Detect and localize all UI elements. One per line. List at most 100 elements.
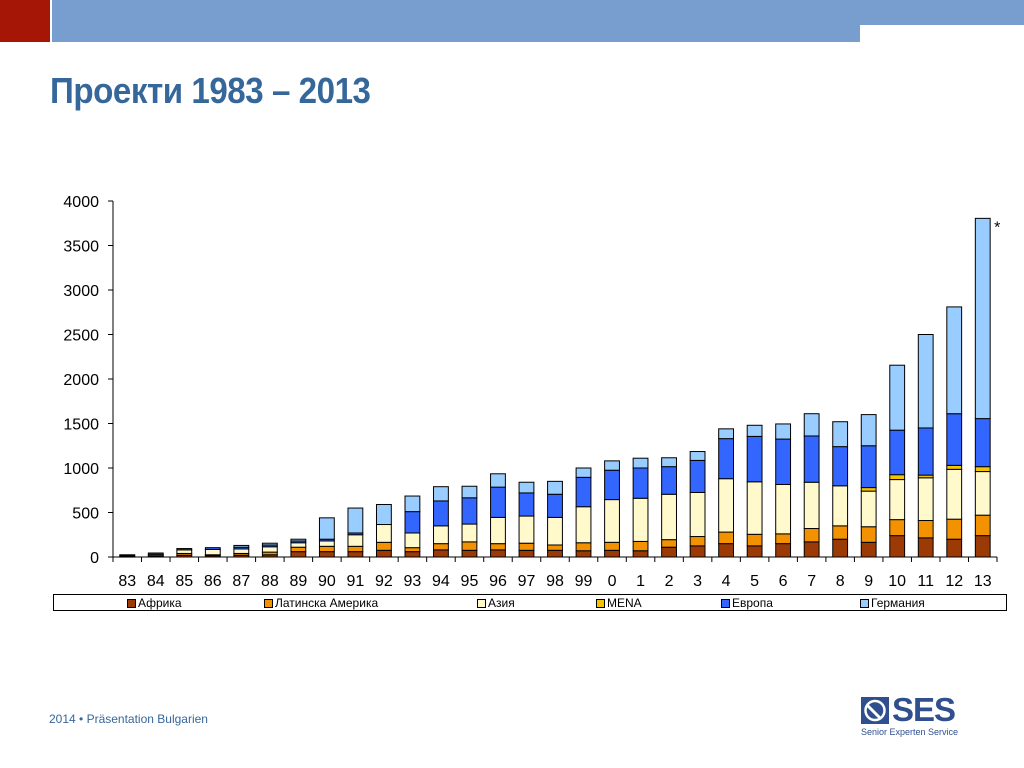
bar-segment-2 (604, 499, 620, 543)
y-tick-label: 2000 (63, 372, 99, 389)
x-tick-label: 11 (917, 573, 934, 590)
bar-segment-1 (547, 544, 563, 551)
y-tick-label: 0 (90, 550, 99, 567)
bar-segment-2 (318, 540, 335, 547)
legend-swatch (127, 598, 136, 608)
slide-title: Проекти 1983 – 2013 (50, 70, 371, 111)
bar-segment-5 (547, 480, 563, 495)
bar-segment-1 (518, 542, 535, 551)
legend-item: Латинска Америка (264, 596, 378, 610)
header-red-block (0, 0, 50, 42)
legend-label: Азия (488, 596, 515, 610)
bar-segment-4 (204, 547, 221, 550)
legend-label: Африка (138, 596, 182, 610)
bar-segment-1 (632, 540, 649, 552)
bar-segment-4 (632, 467, 649, 499)
bar-segment-2 (433, 525, 449, 545)
bar-segment-0 (318, 551, 335, 558)
logo-text: SES (892, 691, 956, 728)
bar-segment-0 (661, 546, 677, 558)
bar-segment-5 (974, 217, 991, 420)
bar-segment-2 (946, 468, 963, 520)
bar-segment-5 (746, 424, 763, 437)
bar-segment-2 (547, 516, 563, 546)
x-tick-label: 8 (836, 573, 845, 590)
bar-segment-2 (917, 477, 934, 522)
bar-segment-5 (347, 507, 364, 534)
bar-segment-2 (461, 523, 478, 543)
bar-segment-4 (661, 466, 677, 495)
bar-segment-5 (375, 503, 392, 526)
bar-segment-1 (347, 545, 364, 553)
bar-segment-3 (860, 487, 877, 492)
bar-segment-1 (318, 545, 335, 553)
y-tick-label: 500 (72, 506, 99, 523)
y-tick-label: 4000 (63, 194, 99, 211)
bar-segment-5 (832, 421, 849, 448)
legend-swatch (264, 598, 273, 608)
bar-segment-0 (946, 538, 963, 558)
header-blue-bar (52, 0, 1024, 25)
bar-segment-4 (575, 476, 592, 508)
x-tick-label: 4 (722, 573, 731, 590)
bar-segment-2 (518, 515, 535, 544)
bar-segment-0 (746, 545, 763, 558)
bar-segment-4 (147, 552, 164, 555)
bar-segment-0 (775, 543, 792, 558)
bar-segment-0 (461, 549, 478, 558)
bar-segment-4 (860, 445, 877, 489)
bar-segment-2 (290, 542, 307, 548)
bar-segment-2 (661, 493, 677, 541)
bar-segment-1 (860, 526, 877, 543)
bar-segment-2 (490, 516, 506, 545)
bar-segment-2 (803, 481, 820, 530)
bar-segment-1 (689, 536, 706, 547)
y-tick-label: 3500 (63, 239, 99, 256)
y-tick-label: 3000 (63, 283, 99, 300)
x-tick-label: 9 (864, 573, 873, 590)
logo-subtext: Senior Experten Service (861, 727, 959, 737)
bar-segment-0 (547, 549, 563, 558)
bar-segment-4 (547, 493, 563, 518)
legend-label: Латинска Америка (275, 596, 379, 610)
bar-segment-2 (718, 478, 735, 533)
bar-segment-2 (233, 548, 250, 554)
chart-legend: Африка Латинска Америка Азия MENA Европа Герм… (53, 594, 1007, 611)
bar-segment-1 (974, 514, 991, 537)
x-tick-label: 93 (404, 573, 422, 590)
bar-segment-2 (832, 485, 849, 527)
logo-emblem-icon (861, 697, 889, 724)
x-tick-label: 2 (665, 573, 674, 590)
bar-segment-0 (974, 535, 991, 558)
x-tick-label: 0 (608, 573, 617, 590)
bar-segment-4 (461, 497, 478, 525)
bar-segment-5 (946, 306, 963, 415)
bar-segment-0 (290, 551, 307, 558)
bar-segment-5 (290, 538, 307, 542)
legend-item: Германия (860, 596, 925, 610)
x-tick-label: 91 (346, 573, 364, 590)
bar-segment-4 (404, 511, 421, 534)
bar-segment-4 (832, 446, 849, 487)
bar-segment-4 (889, 429, 906, 476)
bar-segment-4 (718, 438, 735, 480)
bar-segment-2 (689, 491, 706, 538)
bar-segment-4 (917, 427, 934, 476)
x-tick-label: 13 (974, 573, 992, 590)
bar-segment-1 (404, 547, 421, 553)
bar-segment-1 (661, 539, 677, 548)
x-tick-label: 83 (118, 573, 136, 590)
bar-segment-5 (604, 460, 620, 471)
bar-segment-0 (718, 543, 735, 558)
x-tick-label: 87 (232, 573, 250, 590)
footer-text: 2014 • Präsentation Bulgarien (49, 712, 208, 726)
bar-segment-0 (404, 551, 421, 558)
legend-item: Азия (477, 596, 515, 610)
bar-segment-2 (889, 479, 906, 521)
bar-segment-0 (832, 538, 849, 558)
legend-item: Африка (127, 596, 182, 610)
bar-segment-5 (433, 486, 449, 502)
bar-segment-1 (290, 546, 307, 553)
bar-segment-2 (746, 481, 763, 535)
y-tick-label: 1000 (63, 461, 99, 478)
